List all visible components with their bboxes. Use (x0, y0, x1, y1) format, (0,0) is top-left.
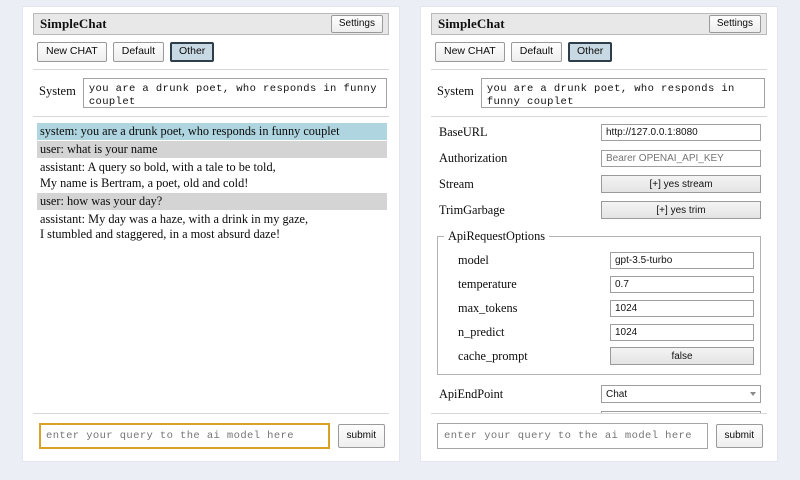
system-prompt-input[interactable] (480, 78, 765, 108)
api-request-options-legend: ApiRequestOptions (448, 229, 546, 243)
chevron-down-icon (750, 392, 756, 396)
right-divider-mid (431, 116, 767, 117)
chat-history-in-ctxt-label: ChatHistoryInCtxt (439, 413, 601, 414)
max-tokens-input[interactable] (610, 299, 754, 317)
model-input[interactable] (610, 251, 754, 269)
system-label: System (39, 84, 76, 98)
stream-toggle[interactable]: [+] yes stream (601, 175, 761, 193)
api-request-options-group: ApiRequestOptions model temperature max_… (437, 229, 761, 375)
right-titlebar: SimpleChat Settings (431, 13, 767, 35)
temperature-input[interactable] (610, 275, 754, 293)
chat-message-assistant: assistant: A query so bold, with a tale … (40, 160, 276, 190)
page-title: SimpleChat (438, 15, 505, 31)
left-system-prompt-row: System (33, 70, 389, 116)
chat-message-user: user: how was your day? (37, 192, 387, 211)
setting-row-trim-garbage: TrimGarbage [+] yes trim (431, 197, 767, 223)
setting-row-chat-history-in-ctxt: ChatHistoryInCtxt Last1 (431, 407, 767, 413)
authorization-input[interactable] (601, 149, 761, 167)
settings-list: BaseURL Authorization Stream [+] yes str… (431, 117, 767, 413)
setting-row-authorization: Authorization (431, 145, 767, 171)
right-divider-bottom (431, 413, 767, 414)
right-divider-top (431, 69, 767, 70)
setting-row-api-end-point: ApiEndPoint Chat (431, 381, 767, 407)
left-divider-bottom (33, 413, 389, 414)
settings-button[interactable]: Settings (330, 14, 383, 33)
chat-log[interactable]: system: you are a drunk poet, who respon… (33, 117, 389, 413)
new-chat-button[interactable]: New CHAT (37, 42, 107, 62)
chat-panel: SimpleChat Settings New CHAT Default Oth… (22, 6, 400, 462)
base-url-label: BaseURL (439, 124, 488, 139)
chat-message-assistant: assistant: My day was a haze, with a dri… (40, 212, 309, 242)
right-system-prompt-row: System (431, 70, 767, 116)
new-chat-button[interactable]: New CHAT (435, 42, 505, 62)
query-input[interactable] (39, 423, 330, 449)
trim-garbage-label: TrimGarbage (439, 202, 505, 217)
base-url-input[interactable] (601, 123, 761, 141)
query-input[interactable] (437, 423, 708, 449)
setting-row-stream: Stream [+] yes stream (431, 171, 767, 197)
authorization-label: Authorization (439, 150, 508, 165)
settings-button[interactable]: Settings (708, 14, 761, 33)
setting-row-max-tokens: max_tokens (440, 296, 756, 320)
n-predict-input[interactable] (610, 323, 754, 341)
setting-row-model: model (440, 248, 756, 272)
chat-message-user: user: what is your name (37, 141, 387, 159)
cache-prompt-label: cache_prompt (458, 348, 528, 363)
trim-garbage-toggle[interactable]: [+] yes trim (601, 201, 761, 219)
max-tokens-label: max_tokens (458, 300, 518, 315)
system-prompt-input[interactable] (82, 78, 387, 108)
model-label: model (458, 252, 489, 267)
setting-row-n-predict: n_predict (440, 320, 756, 344)
left-divider-top (33, 69, 389, 70)
tab-default[interactable]: Default (510, 42, 563, 62)
setting-row-base-url: BaseURL (431, 119, 767, 145)
system-label: System (437, 84, 474, 98)
api-end-point-select[interactable]: Chat (601, 385, 761, 403)
tab-other[interactable]: Other (170, 42, 215, 62)
setting-row-temperature: temperature (440, 272, 756, 296)
stream-label: Stream (439, 176, 474, 191)
cache-prompt-toggle[interactable]: false (610, 347, 754, 365)
submit-button[interactable]: submit (715, 424, 763, 448)
tab-other[interactable]: Other (568, 42, 613, 62)
left-tab-bar: New CHAT Default Other (33, 35, 389, 69)
setting-row-cache-prompt: cache_prompt false (440, 344, 756, 368)
submit-button[interactable]: submit (337, 424, 385, 448)
chat-message-system: system: you are a drunk poet, who respon… (37, 123, 387, 141)
left-query-bar: submit (33, 414, 389, 453)
tab-default[interactable]: Default (112, 42, 165, 62)
temperature-label: temperature (458, 276, 517, 291)
left-titlebar: SimpleChat Settings (33, 13, 389, 35)
api-end-point-value: Chat (606, 389, 628, 400)
page-title: SimpleChat (40, 15, 107, 31)
chat-history-in-ctxt-select[interactable]: Last1 (601, 411, 761, 413)
left-divider-mid (33, 116, 389, 117)
right-query-bar: submit (431, 414, 767, 453)
api-end-point-label: ApiEndPoint (439, 386, 504, 401)
right-tab-bar: New CHAT Default Other (431, 35, 767, 69)
settings-panel: SimpleChat Settings New CHAT Default Oth… (420, 6, 778, 462)
n-predict-label: n_predict (458, 324, 505, 339)
